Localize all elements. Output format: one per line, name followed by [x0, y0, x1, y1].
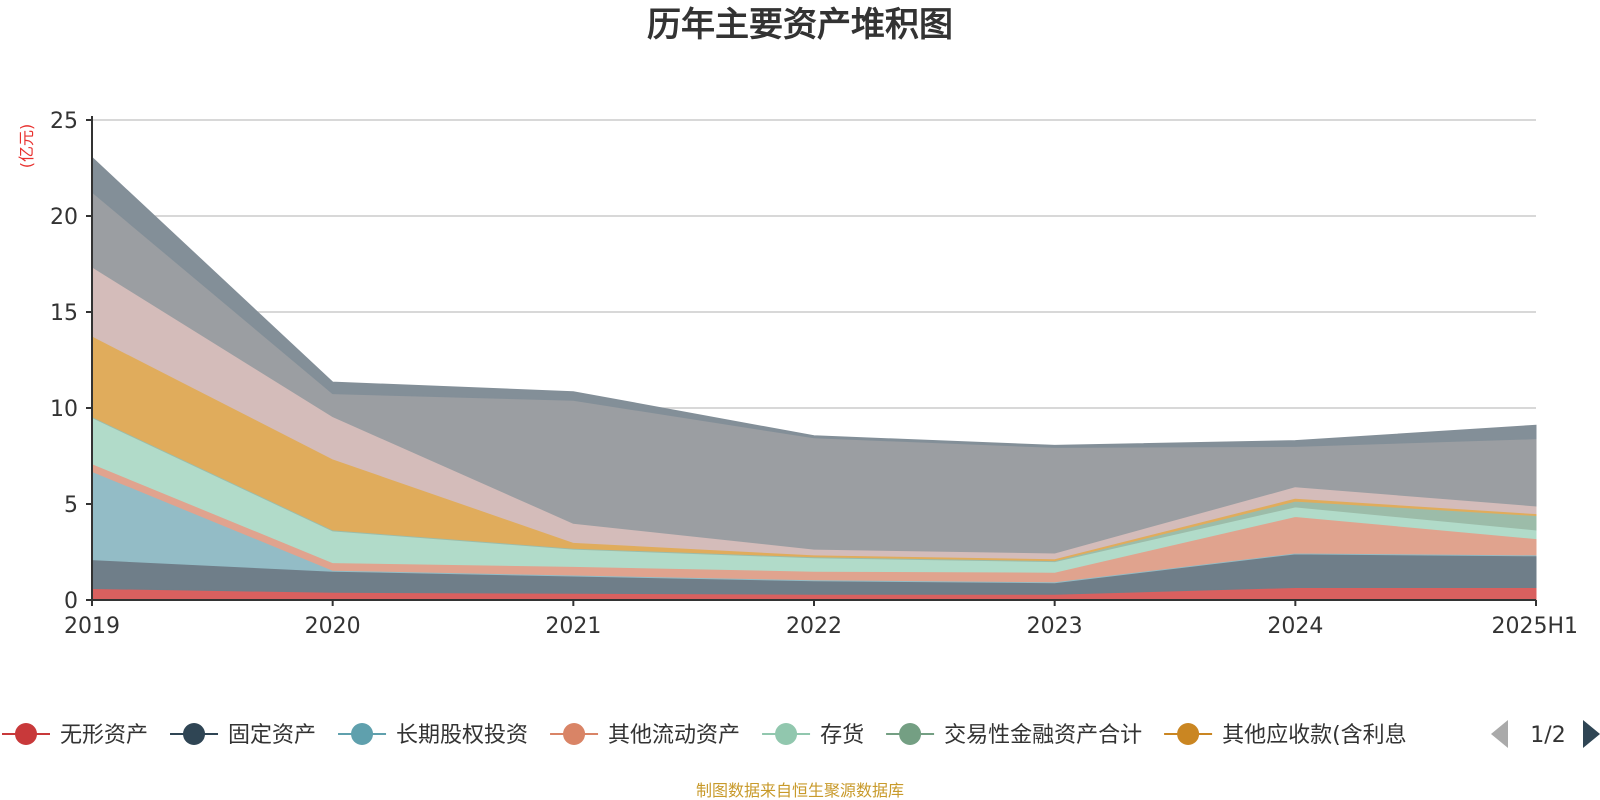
legend-label: 交易性金融资产合计: [944, 723, 1142, 748]
legend-marker-icon: [899, 723, 922, 745]
legend-pager: 1/2: [1491, 720, 1600, 748]
y-tick-label: 10: [50, 397, 78, 422]
y-tick-label: 15: [50, 301, 78, 326]
legend-item-3[interactable]: 长期股权投资: [338, 723, 528, 748]
legend-item-7[interactable]: 其他应收款(含利息: [1164, 723, 1407, 748]
legend-label: 长期股权投资: [396, 723, 528, 748]
legend-marker-icon: [775, 723, 798, 745]
x-tick-label: 2024: [1267, 614, 1323, 639]
legend-marker-icon: [563, 723, 586, 745]
legend: 无形资产 固定资产 长期股权投资 其他流动资产 存货 交易性金融资产合计 其他应收款(含利息: [2, 723, 1407, 748]
chart-title: 历年主要资产堆积图: [647, 5, 953, 45]
legend-label: 其他应收款(含利息: [1222, 723, 1407, 748]
x-tick-label: 2020: [305, 614, 361, 639]
x-tick-label: 2025H1: [1491, 614, 1578, 639]
y-tick-label: 25: [50, 109, 78, 134]
x-tick-label: 2019: [64, 614, 120, 639]
legend-next-icon[interactable]: [1583, 720, 1600, 748]
legend-marker-icon: [1177, 723, 1200, 745]
y-tick-label: 0: [64, 589, 78, 614]
legend-item-6[interactable]: 交易性金融资产合计: [886, 723, 1142, 748]
legend-item-5[interactable]: 存货: [762, 723, 864, 748]
area-series-10: [91, 156, 1537, 448]
legend-label: 其他流动资产: [608, 723, 740, 748]
legend-prev-icon[interactable]: [1491, 720, 1508, 748]
legend-items: 无形资产 固定资产 长期股权投资 其他流动资产 存货 交易性金融资产合计 其他应收款(含利息: [2, 723, 1407, 748]
legend-marker-icon: [183, 723, 206, 745]
legend-item-2[interactable]: 固定资产: [170, 723, 316, 748]
x-tick-label: 2023: [1027, 614, 1083, 639]
legend-marker-icon: [15, 723, 37, 745]
legend-item-1[interactable]: 无形资产: [2, 723, 148, 748]
area-series: [91, 156, 1537, 601]
legend-item-4[interactable]: 其他流动资产: [550, 723, 740, 748]
y-tick-label: 5: [64, 493, 78, 518]
legend-page-indicator: 1/2: [1530, 723, 1565, 748]
x-tick-label: 2022: [786, 614, 842, 639]
axes: 0 5 10 15 20 25 2019 2020 2021 2022 2023 2024 2025H1: [50, 109, 1578, 639]
legend-label: 存货: [820, 723, 864, 748]
data-source-note: 制图数据来自恒生聚源数据库: [696, 781, 904, 800]
legend-label: 无形资产: [60, 723, 148, 748]
y-tick-label: 20: [50, 205, 78, 230]
legend-label: 固定资产: [228, 723, 316, 748]
legend-marker-icon: [351, 723, 374, 745]
y-axis-unit: (亿元): [17, 124, 36, 169]
x-tick-label: 2021: [545, 614, 601, 639]
